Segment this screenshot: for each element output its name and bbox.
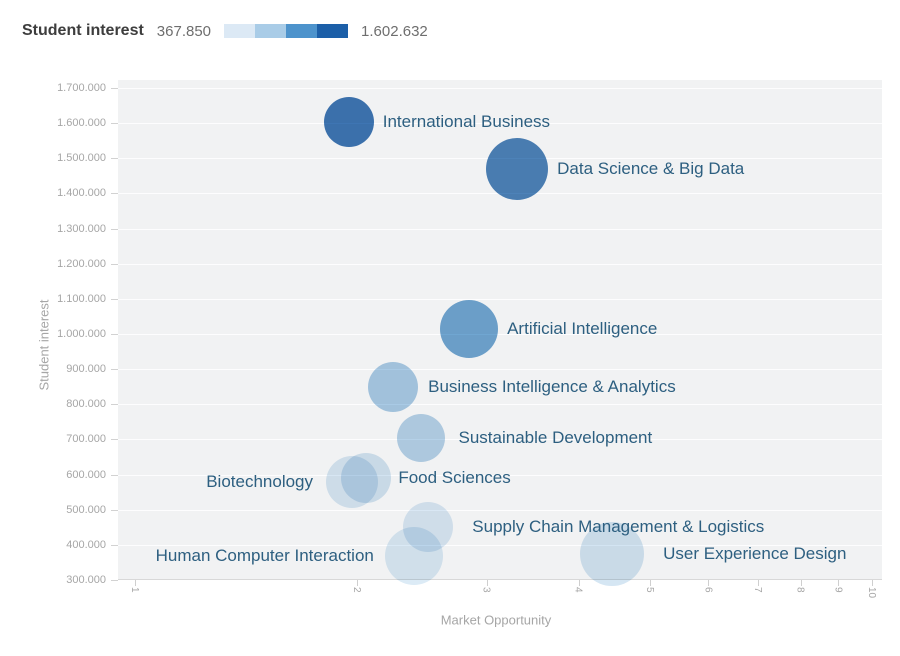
bubble-user-experience-design[interactable] [580,521,645,586]
gridline [118,404,882,406]
gridline [118,228,882,230]
legend-color-step [224,24,256,38]
bubble-label-food-sciences: Food Sciences [398,468,511,488]
gridline [118,298,882,300]
y-tick-mark [111,439,118,441]
x-tick-mark [486,580,488,586]
bubble-label-international-business: International Business [382,112,551,132]
bubble-label-artificial-intelligence: Artificial Intelligence [507,318,658,338]
bubble-business-intelligence-analytics[interactable] [368,361,419,412]
x-tick-mark [135,580,136,586]
y-tick-mark [111,369,118,371]
bubble-label-sustainable-development: Sustainable Development [458,427,653,447]
gridline [118,439,882,441]
x-tick-label: 9 [832,587,844,593]
y-tick-mark [111,193,118,195]
bubble-label-supply-chain-management-logistics: Supply Chain Management & Logistics [472,517,765,537]
y-tick-label: 1.000.000 [57,328,106,340]
bubble-international-business[interactable] [323,97,374,148]
x-tick-mark [578,580,580,586]
x-tick-label: 10 [866,587,877,599]
x-tick-mark [757,580,759,586]
bubble-artificial-intelligence[interactable] [440,299,499,358]
bubble-data-science-big-data[interactable] [486,137,549,200]
y-tick-label: 500.000 [66,503,106,516]
y-tick-mark [111,123,118,125]
legend-color-step [317,24,349,38]
bubble-human-computer-interaction[interactable] [384,527,443,586]
bubble-label-data-science-big-data: Data Science & Big Data [557,158,745,178]
x-tick-label: 6 [702,587,714,593]
legend-min-value: 367.850 [156,22,212,40]
x-tick-mark [356,580,358,586]
y-tick-mark [111,298,118,300]
legend-color-step [255,24,287,38]
y-tick-mark [111,228,118,230]
y-tick-label: 600.000 [66,468,106,481]
y-tick-mark [111,158,118,160]
y-tick-label: 800.000 [66,398,106,411]
y-tick-label: 1.600.000 [57,117,106,130]
y-axis-title: Student interest [36,299,52,391]
y-tick-label: 400.000 [66,538,106,551]
y-tick-label: 1.500.000 [57,152,106,165]
x-tick-label: 4 [572,587,584,593]
y-tick-label: 700.000 [66,433,106,446]
y-tick-label: 1.700.000 [57,82,106,94]
x-tick-label: 2 [350,587,362,593]
legend-title: Student interest [22,22,144,39]
x-tick-mark [872,580,873,586]
y-tick-mark [111,544,118,546]
y-tick-mark [111,474,118,476]
y-tick-mark [111,88,118,89]
y-tick-mark [111,263,118,265]
bubble-biotechnology[interactable] [326,455,379,508]
x-axis-title: Market Opportunity [440,612,552,628]
bubble-label-user-experience-design: User Experience Design [663,543,847,563]
bubble-sustainable-development[interactable] [396,413,445,462]
gridline [118,369,882,371]
gridline [118,263,882,265]
y-tick-label: 300.000 [66,574,106,586]
x-tick-label: 7 [751,587,763,593]
y-tick-label: 1.300.000 [57,222,106,235]
y-tick-label: 1.400.000 [57,187,106,200]
legend-max-value: 1.602.632 [361,22,428,40]
y-tick-label: 900.000 [66,363,106,376]
bubble-label-business-intelligence-analytics: Business Intelligence & Analytics [428,376,676,396]
y-tick-mark [111,509,118,511]
gridline [118,509,882,511]
x-tick-label: 5 [644,587,656,593]
y-tick-mark [111,404,118,406]
x-tick-label: 8 [794,587,806,593]
y-tick-mark [111,334,118,335]
x-tick-mark [650,580,652,586]
legend: Student interest 367.850 1.602.632 [22,22,428,40]
y-tick-label: 1.200.000 [57,257,106,270]
legend-color-step [286,24,318,38]
gridline [118,544,882,546]
gridline [118,334,882,335]
gridline [118,123,882,125]
gridline [118,88,882,89]
gridline [118,474,882,476]
y-tick-label: 1.100.000 [57,292,106,305]
x-tick-mark [800,580,802,586]
x-tick-label: 3 [480,587,492,593]
x-tick-label: 1 [129,587,140,593]
x-tick-mark [838,580,840,586]
bubble-label-human-computer-interaction: Human Computer Interaction [155,546,374,566]
gridline [118,580,882,581]
x-tick-mark [708,580,710,586]
bubble-label-biotechnology: Biotechnology [206,471,314,491]
legend-color-scale [224,24,349,38]
y-tick-mark [111,580,118,581]
